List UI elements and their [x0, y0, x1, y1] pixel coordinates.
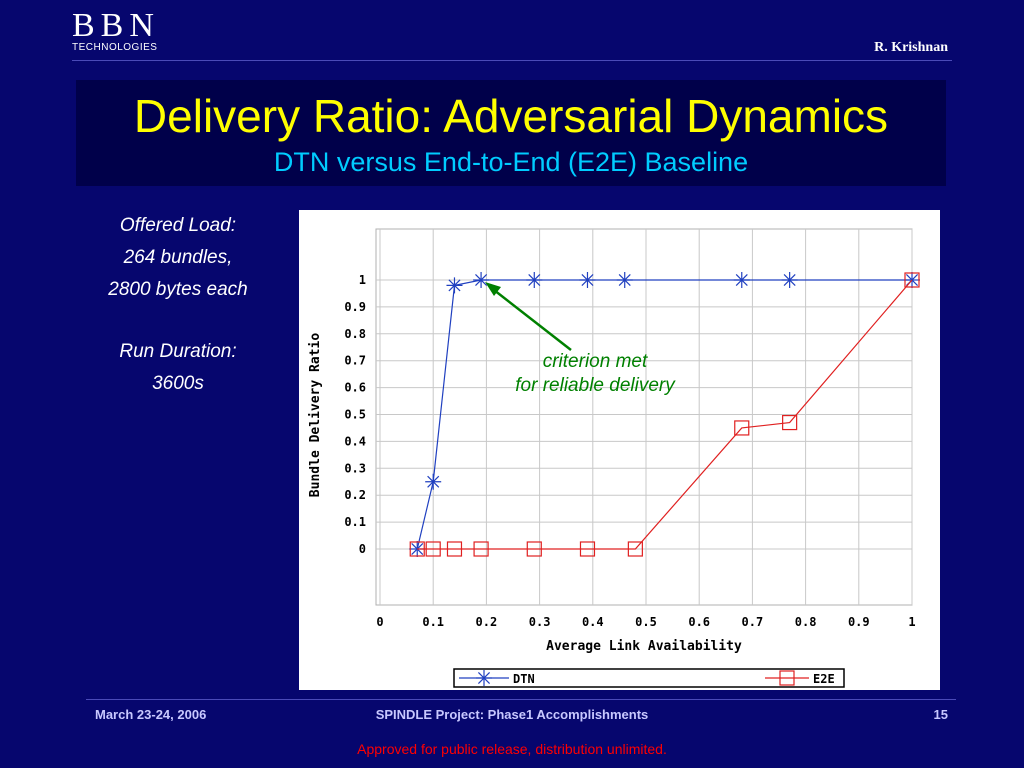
dtn-data-point — [446, 277, 463, 294]
marker-stroke — [618, 273, 631, 287]
annotation-line-2: for reliable delivery — [515, 375, 675, 396]
criterion-annotation: criterion met for reliable delivery — [460, 350, 730, 398]
dtn-legend-label: DTN — [513, 672, 535, 686]
x-tick-label: 1 — [908, 615, 915, 629]
grid-lines — [376, 229, 913, 605]
e2e-data-point — [425, 541, 441, 557]
footer-project: SPINDLE Project: Phase1 Accomplishments — [375, 707, 649, 722]
y-tick-label: 0.1 — [344, 515, 366, 529]
footer-divider — [86, 699, 956, 700]
e2e-data-point — [409, 541, 425, 557]
x-tick-label: 0.8 — [795, 615, 817, 629]
e2e-data-point — [473, 541, 489, 557]
header-divider — [72, 60, 952, 61]
y-tick-label: 0.9 — [344, 300, 366, 314]
offered-load-bundles: 264 bundles, — [123, 247, 233, 268]
y-tick-label: 1 — [359, 273, 366, 287]
dtn-data-point — [781, 272, 798, 288]
y-tick-label: 0.8 — [344, 327, 366, 341]
marker-stroke — [735, 273, 748, 287]
dtn-series-line — [416, 279, 912, 550]
experiment-parameters: Offered Load: 264 bundles, 2800 bytes ea… — [72, 210, 284, 400]
x-tick-label: 0.2 — [476, 615, 498, 629]
marker-stroke — [581, 273, 594, 287]
e2e-data-point — [446, 541, 463, 557]
marker-stroke — [427, 475, 440, 488]
e2e-data-point — [627, 541, 643, 557]
y-tick-label: 0.7 — [344, 354, 366, 368]
dtn-data-point — [616, 272, 633, 288]
e2e-data-point — [904, 272, 920, 288]
x-tick-labels: 0 0.1 0.2 0.3 0.4 0.5 0.6 0.7 0.8 0.9 1 — [376, 615, 915, 629]
footer-date: March 23-24, 2006 — [95, 707, 207, 722]
y-tick-label: 0.2 — [344, 488, 366, 502]
logo-tagline: TECHNOLOGIES — [72, 42, 158, 53]
annotation-arrowhead — [485, 282, 501, 296]
annotation-line-1: criterion met — [542, 351, 648, 372]
run-duration-label: Run Duration: — [119, 341, 237, 362]
x-tick-label: 0.1 — [422, 615, 444, 629]
x-tick-label: 0.3 — [529, 615, 551, 629]
e2e-data-point — [579, 541, 596, 557]
legend-box — [453, 668, 845, 688]
slide-title: Delivery Ratio: Adversarial Dynamics — [133, 90, 889, 142]
data-series — [409, 272, 920, 557]
plot-area — [375, 228, 913, 606]
dtn-data-point — [409, 541, 426, 557]
x-tick-label: 0.9 — [848, 615, 870, 629]
y-tick-label: 0.3 — [344, 461, 366, 475]
delivery-ratio-chart: 0 0.1 0.2 0.3 0.4 0.5 0.6 0.7 0.8 0.9 1 0 0.1 0.2 0.3… — [308, 228, 920, 688]
marker-stroke — [783, 273, 796, 287]
e2e-legend-label: E2E — [813, 672, 835, 686]
e2e-legend-marker — [779, 670, 795, 686]
marker-stroke — [528, 273, 541, 287]
x-tick-label: 0 — [376, 615, 383, 629]
e2e-series-line — [417, 279, 913, 550]
y-tick-labels: 0 0.1 0.2 0.3 0.4 0.5 0.6 0.7 0.8 0.9 1 — [344, 273, 366, 556]
spacer — [72, 306, 284, 336]
marker-stroke — [448, 279, 461, 292]
y-tick-label: 0.6 — [344, 381, 366, 395]
dtn-legend-marker — [476, 670, 492, 686]
footer-page-number: 15 — [933, 707, 948, 722]
author-name: R. Krishnan — [874, 40, 948, 55]
release-notice: Approved for public release, distributio… — [357, 741, 667, 757]
marker-stroke — [411, 542, 424, 556]
dtn-data-point — [425, 473, 442, 490]
e2e-data-point — [734, 420, 750, 436]
offered-load-size: 2800 bytes each — [108, 279, 248, 300]
chart-panel: 0 0.1 0.2 0.3 0.4 0.5 0.6 0.7 0.8 0.9 1 0 0.1 0.2 0.3… — [299, 210, 940, 690]
logo-wordmark: BBN — [72, 7, 160, 44]
y-tick-label: 0.4 — [344, 434, 366, 448]
title-panel: Delivery Ratio: Adversarial Dynamics DTN… — [76, 80, 946, 186]
x-tick-label: 0.5 — [635, 615, 657, 629]
dtn-data-point — [579, 272, 596, 288]
x-axis-label: Average Link Availability — [546, 639, 742, 654]
x-tick-label: 0.7 — [742, 615, 764, 629]
run-duration-value: 3600s — [152, 373, 204, 394]
x-tick-label: 0.4 — [582, 615, 604, 629]
bbn-logo: BBN TECHNOLOGIES — [72, 7, 160, 54]
annotation-arrow — [493, 289, 572, 351]
marker-stroke — [477, 671, 491, 685]
offered-load-label: Offered Load: — [119, 215, 237, 236]
y-axis-label: Bundle Delivery Ratio — [308, 333, 323, 498]
marker-stroke — [475, 273, 488, 287]
chart-legend: DTN E2E — [459, 670, 835, 686]
slide-subtitle: DTN versus End-to-End (E2E) Baseline — [273, 147, 749, 177]
dtn-data-point — [526, 272, 543, 288]
y-tick-label: 0 — [359, 542, 366, 556]
y-tick-label: 0.5 — [344, 408, 366, 422]
e2e-data-point — [526, 541, 542, 557]
dtn-data-point — [733, 272, 750, 288]
dtn-data-point — [473, 272, 490, 288]
x-tick-label: 0.6 — [688, 615, 710, 629]
e2e-data-point — [782, 414, 798, 431]
